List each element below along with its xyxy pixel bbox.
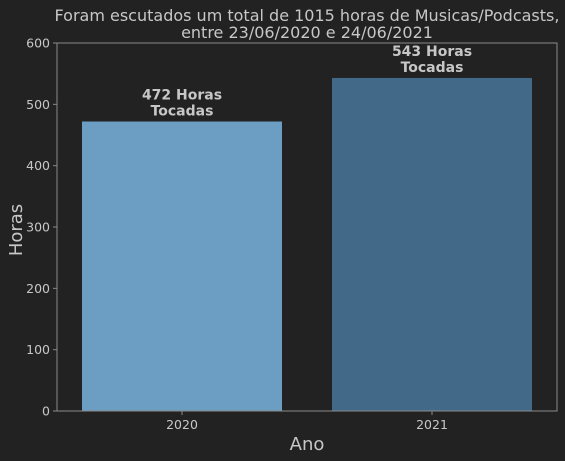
y-tick-label: 300 bbox=[26, 220, 50, 235]
bar-data-label: Tocadas bbox=[401, 60, 464, 76]
y-tick-label: 400 bbox=[26, 158, 50, 173]
chart-subtitle: entre 23/06/2020 e 24/06/2021 bbox=[181, 23, 433, 42]
y-tick-label: 600 bbox=[26, 36, 50, 51]
y-tick-label: 100 bbox=[26, 342, 50, 357]
y-tick-label: 0 bbox=[42, 404, 50, 419]
x-tick-label: 2021 bbox=[416, 417, 448, 432]
plot-frame bbox=[56, 42, 558, 412]
bar-data-label: Tocadas bbox=[151, 104, 214, 120]
bar-2020 bbox=[82, 121, 282, 412]
x-axis-label: Ano bbox=[290, 434, 325, 455]
bar-data-label: 543 Horas bbox=[392, 44, 472, 60]
bar-data-label: 472 Horas bbox=[142, 88, 222, 104]
bar-2021 bbox=[332, 77, 532, 412]
y-axis-label: Horas bbox=[6, 204, 27, 256]
y-tick-label: 200 bbox=[26, 281, 50, 296]
chart-title: Foram escutados um total de 1015 horas d… bbox=[55, 6, 560, 25]
y-tick-label: 500 bbox=[26, 97, 50, 112]
x-tick-label: 2020 bbox=[166, 417, 198, 432]
x-axis-ticks: 2020 2021 bbox=[166, 411, 448, 432]
y-axis-ticks: 0 100 200 300 400 500 600 bbox=[26, 36, 57, 419]
